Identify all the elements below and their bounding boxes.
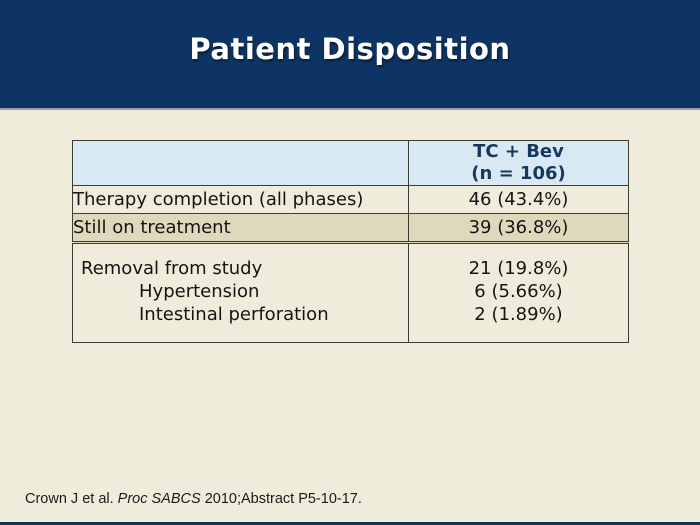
slide-title: Patient Disposition <box>189 32 511 66</box>
removal-label: Removal from study <box>81 258 263 279</box>
bottom-band <box>0 522 700 525</box>
removal-value: 21 (19.8%) <box>468 258 569 279</box>
citation-prefix: Crown J et al. <box>25 491 118 507</box>
title-band: Patient Disposition <box>0 0 700 110</box>
row-label: Still on treatment <box>72 213 409 244</box>
header-arm-cell: TC + Bev (n = 106) <box>408 140 629 186</box>
citation-suffix: 2010;Abstract P5-10-17. <box>200 491 362 507</box>
header-empty-cell <box>72 140 409 186</box>
removal-sub-label: Intestinal perforation <box>139 304 329 325</box>
citation: Crown J et al. Proc SABCS 2010;Abstract … <box>25 491 362 507</box>
row-label: Therapy completion (all phases) <box>72 185 409 214</box>
removal-sub-label: Hypertension <box>139 281 260 302</box>
table-header-row: TC + Bev (n = 106) <box>72 140 629 186</box>
citation-journal: Proc SABCS <box>117 491 201 507</box>
row-value: 46 (43.4%) <box>408 185 629 214</box>
removal-sub-value: 6 (5.66%) <box>474 281 563 302</box>
removal-values-cell: 21 (19.8%) 6 (5.66%) 2 (1.89%) <box>408 242 629 343</box>
table-row-still-on-treatment: Still on treatment 39 (36.8%) <box>72 213 629 244</box>
arm-name: TC + Bev <box>473 141 564 162</box>
removal-labels-cell: Removal from study Hypertension Intestin… <box>72 242 409 343</box>
table-row-removal-group: Removal from study Hypertension Intestin… <box>72 242 629 343</box>
patient-disposition-table: TC + Bev (n = 106) Therapy completion (a… <box>72 140 629 343</box>
removal-sub-value: 2 (1.89%) <box>474 304 563 325</box>
table-row-therapy-completion: Therapy completion (all phases) 46 (43.4… <box>72 185 629 214</box>
row-value: 39 (36.8%) <box>408 213 629 244</box>
arm-n: (n = 106) <box>471 163 566 184</box>
